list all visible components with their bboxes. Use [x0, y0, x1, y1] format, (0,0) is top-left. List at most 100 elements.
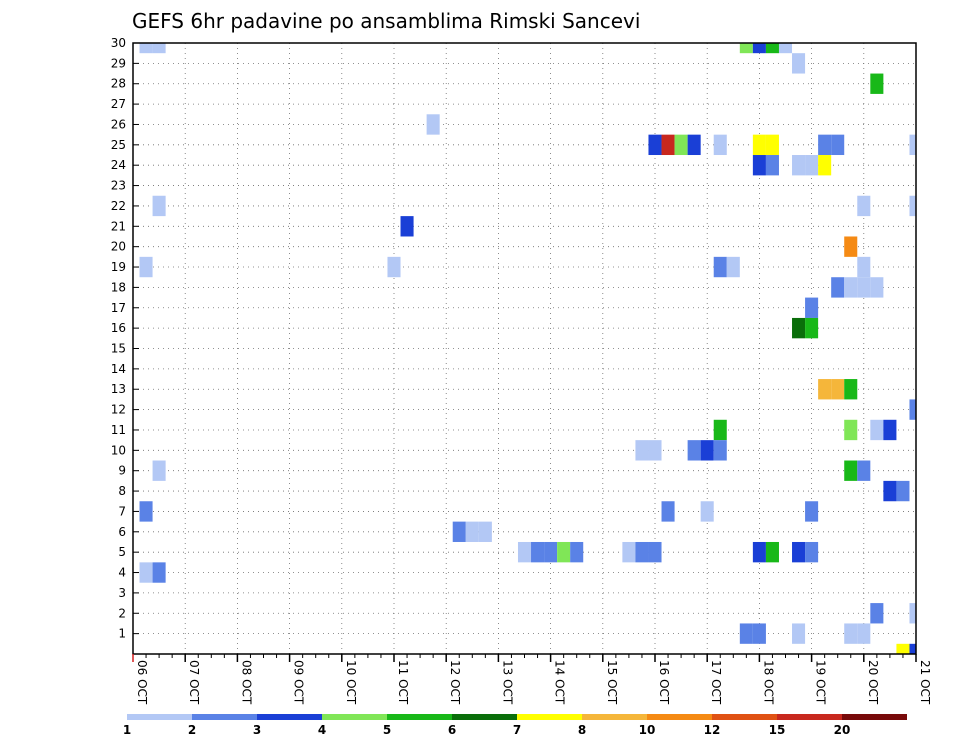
x-tick-label: 07 OCT [187, 660, 201, 705]
legend-label: 2 [188, 723, 196, 737]
precip-cell [844, 419, 858, 441]
precip-cell [883, 419, 897, 441]
legend-swatch [842, 714, 907, 720]
precip-cell [909, 399, 916, 420]
precip-cell [909, 195, 916, 217]
precip-cell [700, 440, 714, 461]
x-tick-label: 18 OCT [761, 660, 775, 705]
legend-label: 12 [704, 723, 721, 737]
y-tick-label: 1 [118, 627, 126, 641]
precip-cell [635, 541, 649, 563]
precip-cell [687, 440, 701, 461]
y-tick-label: 16 [111, 321, 126, 335]
precip-cell [713, 134, 727, 156]
precip-cell [831, 134, 845, 156]
precip-cell [752, 155, 766, 176]
precip-cell [661, 501, 675, 522]
precip-cell [857, 277, 871, 298]
precip-cell [635, 440, 649, 461]
y-axis: 1234567891011121314151617181920212223242… [111, 36, 139, 641]
precip-cell [765, 43, 779, 54]
precip-cell [909, 603, 916, 624]
precip-cell [831, 379, 845, 400]
legend-swatch [777, 714, 842, 720]
legend-label: 15 [769, 723, 786, 737]
y-tick-label: 14 [111, 362, 126, 376]
precip-cell [478, 521, 492, 542]
precip-cell [792, 623, 806, 644]
precip-cell [648, 541, 662, 563]
precip-cell [661, 134, 675, 156]
precip-cell [570, 541, 584, 563]
precip-cell [844, 460, 858, 481]
legend-label: 10 [639, 723, 656, 737]
data-cells [139, 43, 916, 654]
precip-cell [557, 541, 571, 563]
x-tick-label: 17 OCT [709, 660, 723, 705]
y-tick-label: 8 [118, 484, 126, 498]
precip-cell [152, 195, 166, 217]
x-tick-label: 16 OCT [657, 660, 671, 705]
precip-cell [152, 43, 166, 54]
legend-swatch [712, 714, 777, 720]
precip-cell [805, 155, 819, 176]
precip-cell [531, 541, 545, 563]
precip-cell [818, 379, 832, 400]
precip-cell [139, 43, 153, 54]
precip-cell [844, 623, 858, 644]
precip-cell [870, 277, 884, 298]
y-tick-label: 10 [111, 443, 126, 457]
y-tick-label: 24 [111, 158, 126, 172]
precip-cell [517, 541, 532, 563]
x-tick-label: 15 OCT [605, 660, 619, 705]
x-tick-label: 10 OCT [344, 660, 358, 705]
precip-cell [870, 603, 884, 624]
precip-cell [831, 277, 845, 298]
y-tick-label: 29 [111, 56, 126, 70]
legend-swatch [647, 714, 712, 720]
y-tick-label: 6 [118, 525, 126, 539]
precip-cell [452, 521, 466, 542]
precip-cell [400, 216, 414, 237]
y-tick-label: 17 [111, 301, 126, 315]
y-tick-label: 7 [118, 504, 126, 518]
x-tick-label: 14 OCT [553, 660, 567, 705]
precip-cell [713, 256, 727, 278]
precip-cell [792, 53, 806, 74]
precip-cell [152, 460, 166, 481]
y-tick-label: 30 [111, 36, 126, 50]
legend-label: 5 [383, 723, 391, 737]
y-tick-label: 12 [111, 403, 126, 417]
y-tick-label: 9 [118, 464, 126, 478]
precip-cell [544, 541, 558, 563]
x-tick-label: 19 OCT [814, 660, 828, 705]
legend-swatch [517, 714, 582, 720]
precip-cell [818, 155, 832, 176]
precip-cell [909, 134, 916, 156]
y-tick-label: 20 [111, 240, 126, 254]
precip-cell [805, 501, 819, 522]
precip-cell [752, 134, 766, 156]
y-tick-label: 21 [111, 219, 126, 233]
precip-cell [765, 541, 779, 563]
precip-cell [765, 134, 779, 156]
legend-swatch [192, 714, 257, 720]
precip-cell [622, 541, 636, 563]
y-tick-label: 18 [111, 280, 126, 294]
y-tick-label: 22 [111, 199, 126, 213]
legend-label: 7 [513, 723, 521, 737]
precip-cell [648, 134, 662, 156]
precip-cell [752, 43, 766, 54]
precip-cell [909, 643, 916, 654]
y-tick-label: 3 [118, 586, 126, 600]
x-tick-label: 11 OCT [396, 660, 410, 705]
precip-cell [752, 541, 766, 563]
x-axis: 06 OCT 07 OCT 08 OCT 09 OCT 10 OCT 11 OCT 12 O… [132, 654, 932, 705]
precip-cell [139, 562, 153, 583]
precip-cell [870, 419, 884, 441]
y-tick-label: 27 [111, 97, 126, 111]
x-tick-label: 20 OCT [866, 660, 880, 705]
precip-cell [818, 134, 832, 156]
precip-cell [857, 195, 871, 217]
legend-label: 8 [578, 723, 586, 737]
